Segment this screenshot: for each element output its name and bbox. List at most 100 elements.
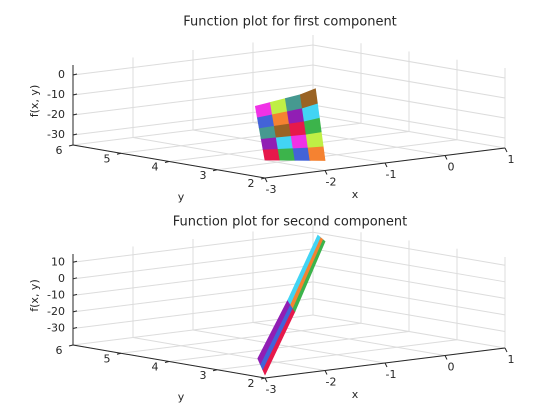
y-tick: [68, 144, 74, 147]
surface-patch: [292, 238, 326, 313]
y-tick-label: 2: [248, 177, 255, 190]
x-tick-label: 1: [508, 153, 515, 166]
y-tick: [212, 369, 218, 372]
surface-patch: [307, 145, 326, 161]
surface-patch: [290, 133, 309, 149]
z-tick-label: -20: [47, 108, 65, 121]
y-tick: [116, 152, 122, 155]
surface-patch: [289, 236, 324, 309]
surface-patch: [292, 146, 311, 161]
x-tick: [444, 355, 448, 360]
chart-title: Function plot for second component: [173, 215, 408, 230]
z-tick-label: -30: [47, 321, 65, 334]
x-tick: [504, 147, 508, 153]
grid-line: [72, 64, 314, 96]
surface-patch: [275, 135, 294, 150]
z-tick: [72, 260, 78, 263]
x-tick-label: -2: [326, 176, 337, 189]
grid-line: [72, 281, 314, 313]
x-tick-label: -2: [326, 376, 337, 389]
grid-line: [312, 264, 506, 299]
y-tick-label: 3: [200, 169, 207, 182]
y-tick-label: 6: [56, 144, 63, 157]
grid-line: [312, 104, 506, 139]
z-tick-label: 0: [58, 272, 65, 285]
y-tick: [212, 169, 218, 172]
grid-line: [312, 281, 506, 316]
grid-line: [72, 231, 314, 263]
grid-line: [216, 139, 458, 171]
surface-patch: [269, 98, 288, 115]
z-axis-label: f(x, y): [28, 85, 41, 117]
y-tick-label: 5: [104, 352, 111, 365]
z-tick: [72, 113, 78, 116]
grid-line: [120, 322, 362, 354]
x-tick-label: 1: [508, 353, 515, 366]
y-tick: [260, 377, 266, 380]
y-tick: [116, 352, 122, 355]
y-tick-label: 4: [152, 161, 159, 174]
x-tick-label: -1: [386, 168, 397, 181]
y-tick-label: 4: [152, 361, 159, 374]
z-tick: [72, 73, 78, 76]
x-tick-label: -1: [386, 368, 397, 381]
z-tick-label: -10: [47, 288, 65, 301]
z-tick: [72, 326, 78, 329]
x-tick-label: 0: [448, 361, 455, 374]
grid-line: [72, 248, 314, 280]
grid-line: [72, 44, 314, 76]
grid-line: [168, 331, 410, 362]
z-tick: [72, 133, 78, 136]
z-tick-label: 10: [51, 255, 65, 268]
y-tick-label: 2: [248, 377, 255, 390]
x-tick: [324, 370, 328, 375]
grid-line: [312, 248, 506, 283]
x-tick: [444, 155, 448, 160]
surface-patch: [259, 303, 294, 371]
x-tick-label: -3: [266, 383, 277, 396]
y-axis-label: y: [178, 191, 185, 204]
z-tick: [72, 277, 78, 280]
y-tick: [164, 161, 170, 163]
x-axis-label: x: [352, 388, 359, 401]
z-tick: [72, 93, 78, 96]
y-tick: [260, 177, 266, 180]
z-axis-label: f(x, y): [28, 279, 41, 311]
z-tick-label: -10: [47, 88, 65, 101]
x-tick-label: 0: [448, 161, 455, 174]
grid-line: [72, 84, 314, 116]
x-axis-label: x: [352, 188, 359, 201]
surface-patch: [305, 131, 324, 148]
chart-title: Function plot for first component: [183, 15, 397, 30]
y-axis-label: y: [178, 391, 185, 404]
grid-line: [72, 264, 314, 296]
grid-line: [312, 84, 506, 119]
x-tick: [384, 362, 388, 368]
y-tick-label: 5: [104, 152, 111, 165]
grid-line: [72, 314, 314, 346]
y-tick: [68, 344, 74, 347]
x-tick: [264, 377, 268, 383]
z-tick: [72, 310, 78, 313]
z-tick: [72, 293, 78, 296]
z-tick-label: -30: [47, 128, 65, 141]
z-tick-label: 0: [58, 68, 65, 81]
x-tick-label: -3: [266, 183, 277, 196]
y-tick: [164, 361, 170, 363]
surface-patch: [260, 136, 279, 150]
x-tick: [324, 170, 328, 175]
surface-patch: [287, 234, 321, 305]
grid-line: [312, 297, 506, 332]
surface-patch: [277, 147, 296, 161]
grid-line: [312, 44, 506, 79]
y-tick-label: 6: [56, 344, 63, 357]
surface-patch: [262, 148, 281, 161]
surface-patch: [254, 101, 273, 118]
x-tick: [504, 347, 508, 353]
surface-patch: [299, 88, 318, 109]
x-tick: [264, 177, 268, 183]
